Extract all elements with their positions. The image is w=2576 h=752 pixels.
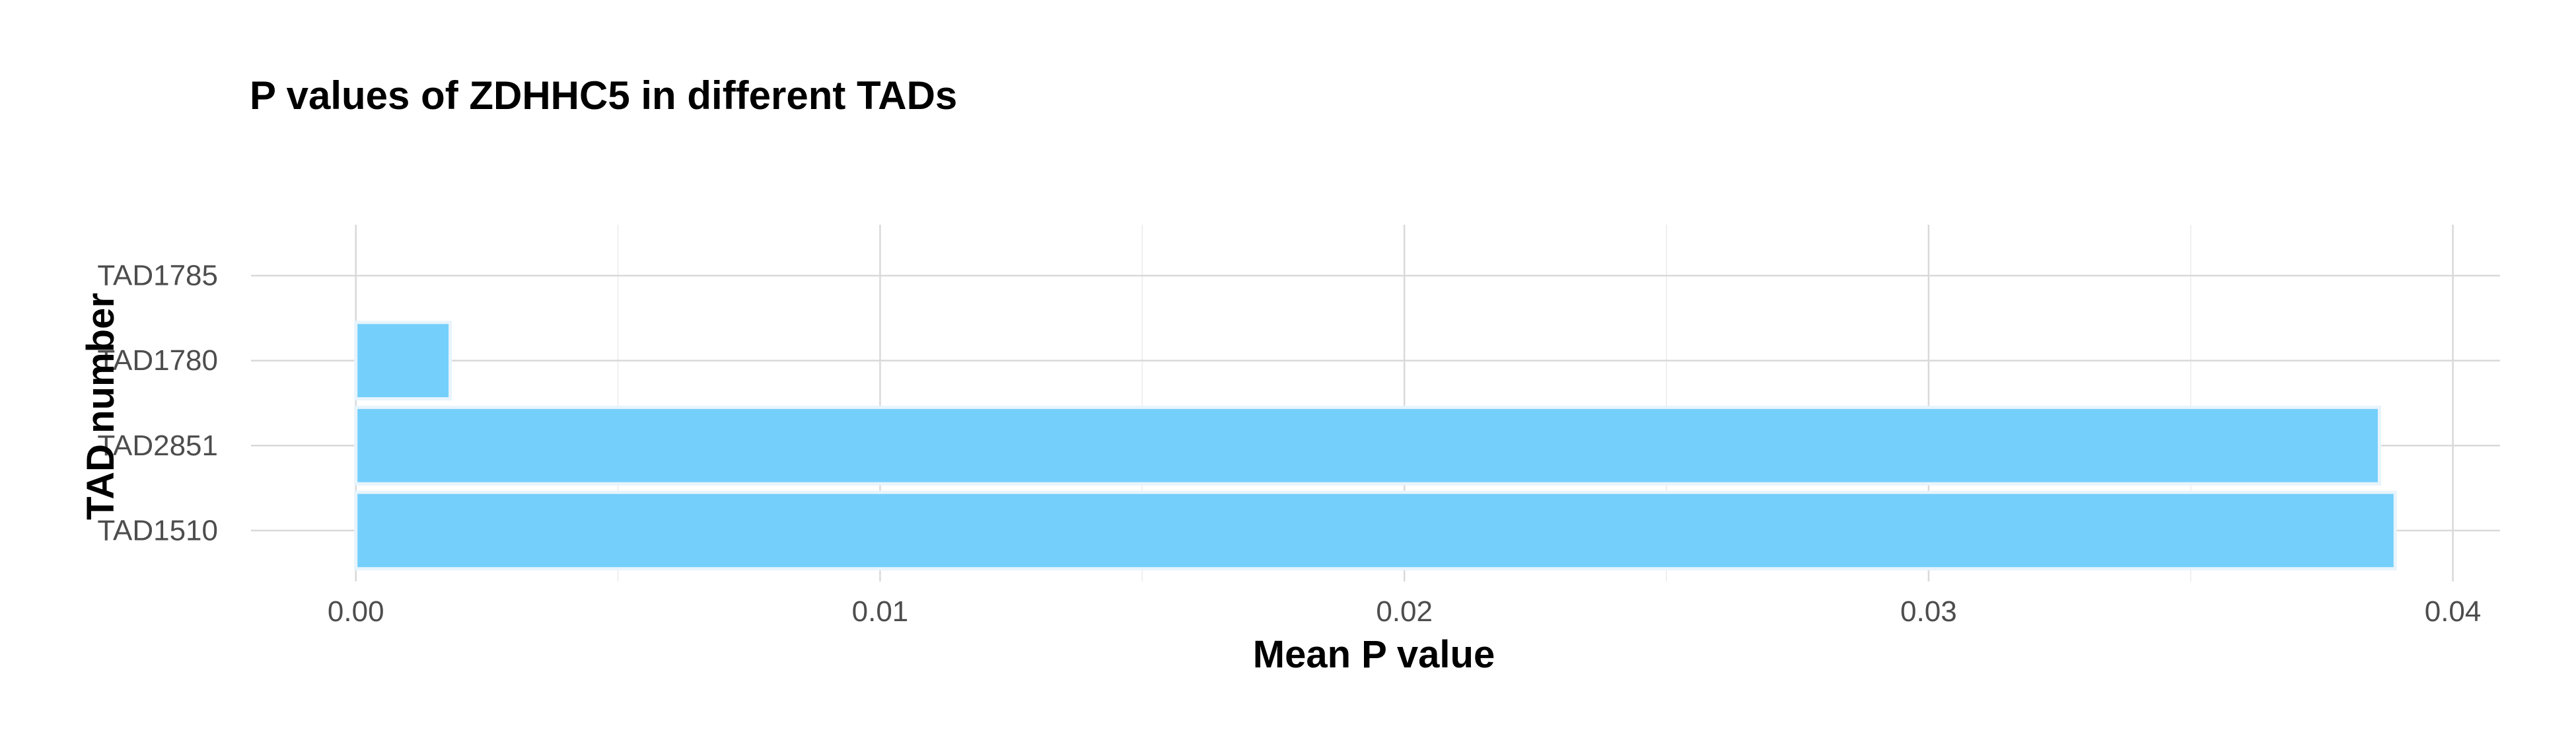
y-tick-labels: TAD1510 TAD2851 TAD1780 TAD1785 — [97, 260, 218, 547]
x-axis-title: Mean P value — [1253, 633, 1495, 676]
x-tick-label: 0.04 — [2425, 595, 2482, 628]
y-axis-title: TAD number — [79, 293, 122, 520]
x-tick-label: 0.02 — [1376, 595, 1433, 628]
bars — [354, 320, 2397, 571]
bar-tad1780 — [354, 320, 452, 401]
x-tick-label: 0.03 — [1900, 595, 1957, 628]
x-tick-label: 0.00 — [328, 595, 384, 628]
chart-title: P values of ZDHHC5 in different TADs — [250, 73, 957, 118]
x-tick-label: 0.01 — [852, 595, 909, 628]
y-tick-label: TAD1510 — [97, 514, 218, 546]
y-tick-label: TAD1780 — [97, 344, 218, 377]
y-tick-label: TAD2851 — [97, 430, 218, 462]
y-tick-label: TAD1785 — [97, 260, 218, 292]
x-tick-labels: 0.00 0.01 0.02 0.03 0.04 — [328, 595, 2481, 628]
bar-tad2851 — [354, 405, 2381, 486]
bar-tad1510 — [354, 490, 2397, 571]
